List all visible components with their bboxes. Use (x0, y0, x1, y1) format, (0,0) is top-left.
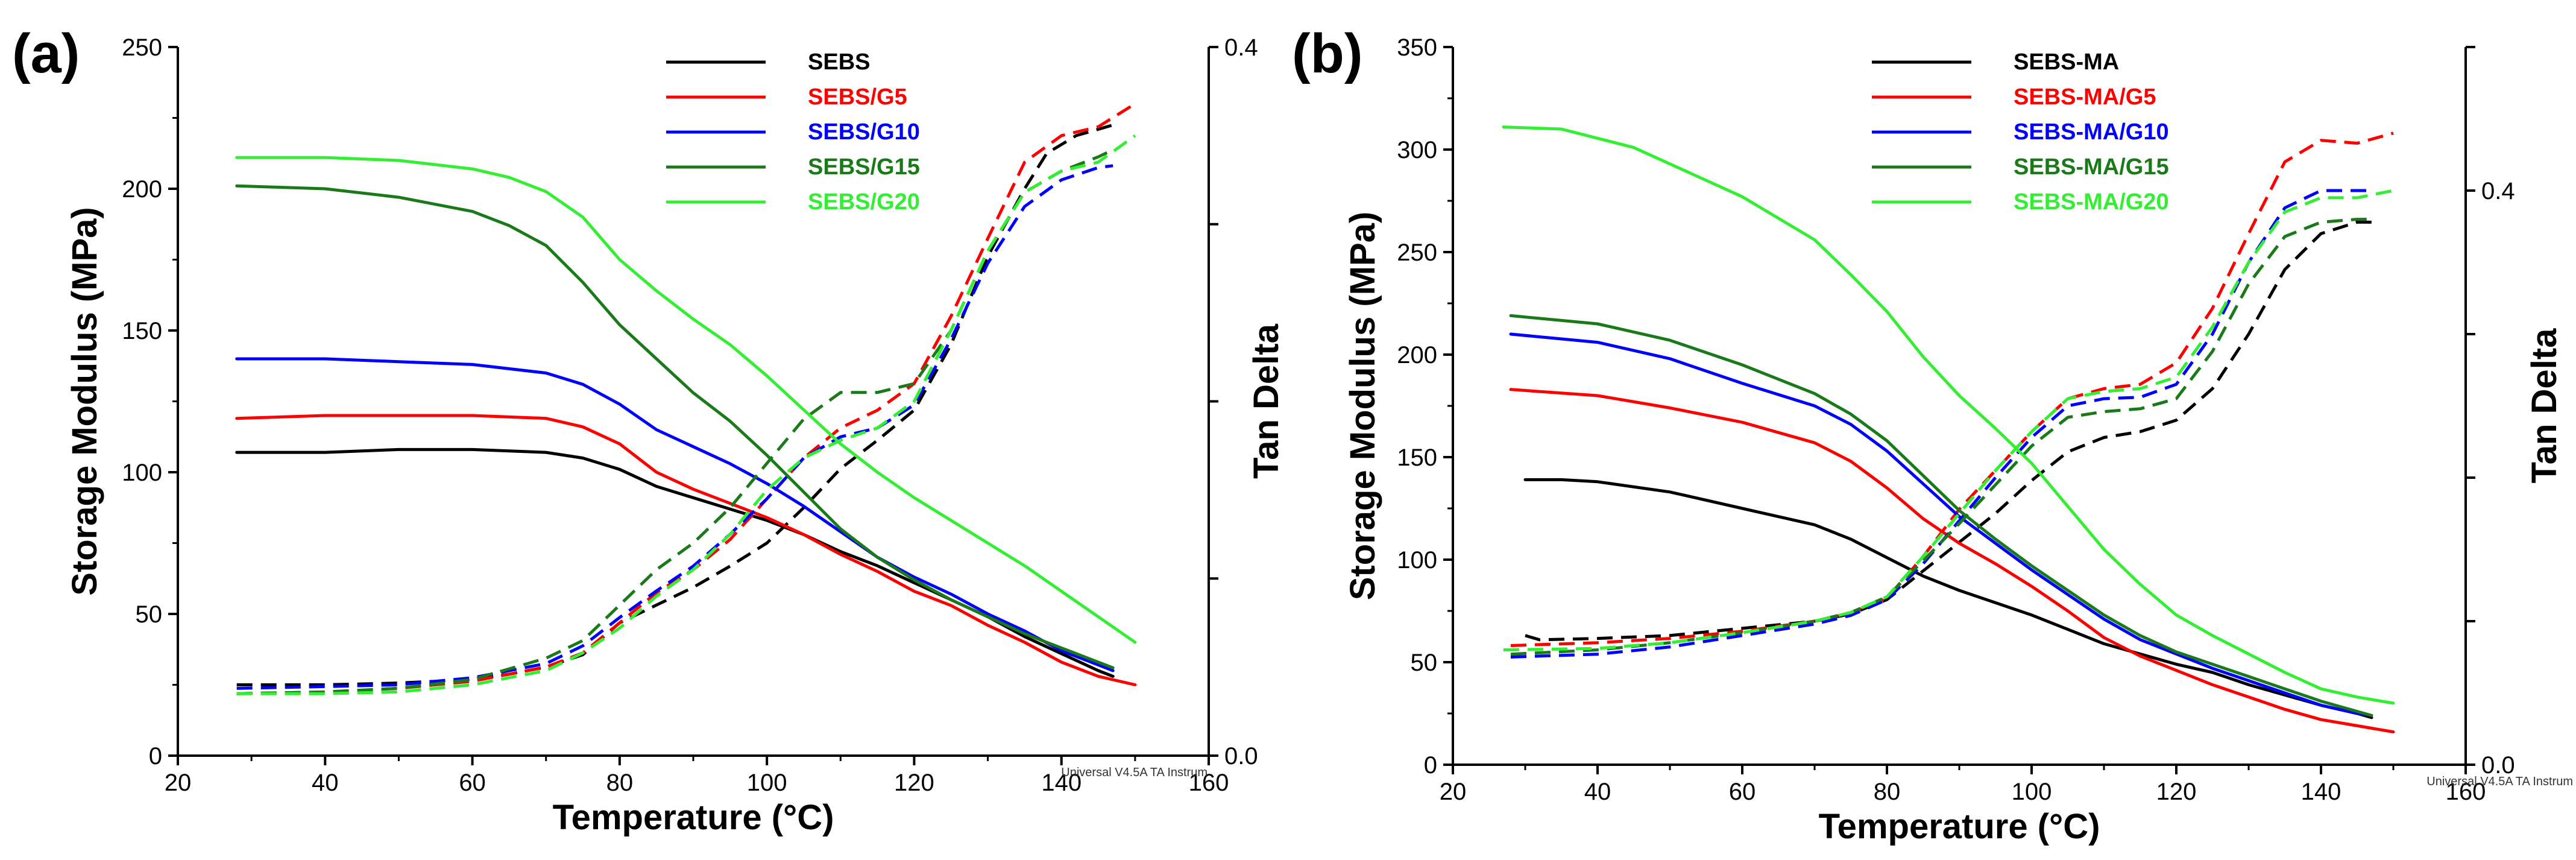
series-line-storage-modulus[interactable] (235, 184, 1115, 669)
series-line-storage-modulus[interactable] (1509, 314, 2373, 717)
y2-tick-label: 0.0 (2481, 752, 2515, 779)
y2-tick-label: 0.4 (2481, 178, 2515, 204)
x-tick-label: 80 (606, 770, 634, 796)
y-tick-label: 0 (1424, 752, 1437, 779)
y-tick-label: 350 (1397, 34, 1437, 61)
series-line-tan-delta[interactable] (1525, 220, 2372, 642)
x-tick-label: 120 (2156, 779, 2197, 805)
legend-label: SEBS/G15 (808, 154, 920, 180)
y-tick-label: 100 (1397, 547, 1437, 574)
x-tick-label: 100 (747, 770, 787, 796)
panel-label: (a) (12, 23, 80, 84)
legend-label: SEBS-MA/G20 (2014, 189, 2169, 215)
legend-label: SEBS-MA/G5 (2014, 84, 2156, 110)
series-line-storage-modulus[interactable] (235, 357, 1115, 672)
instrument-footnote: Universal V4.5A TA Instrum (1061, 766, 1208, 779)
series-line-storage-modulus[interactable] (235, 156, 1137, 644)
y-tick-label: 150 (1397, 444, 1437, 471)
y-tick-label: 200 (1397, 342, 1437, 368)
y2-axis-title: Tan Delta (1247, 323, 1286, 478)
y2-axis-title: Tan Delta (2525, 328, 2564, 483)
panel-label: (b) (1292, 23, 1362, 84)
y-tick-label: 200 (122, 176, 162, 203)
y-tick-label: 50 (136, 601, 163, 628)
y-tick-label: 300 (1397, 137, 1437, 163)
x-axis-title: Temperature (°C) (1819, 807, 2100, 846)
y-tick-label: 100 (122, 460, 162, 486)
chart-panel-1: (a) 20 40 60 80 100 120 140 160 0 50 100 150 200 250 0.… (12, 23, 1286, 837)
series-line-storage-modulus[interactable] (1523, 478, 2373, 719)
series-line-tan-delta[interactable] (1510, 131, 2394, 647)
x-tick-label: 80 (1874, 779, 1901, 805)
series-line-tan-delta[interactable] (1510, 218, 2372, 656)
x-tick-label: 40 (312, 770, 339, 796)
y-axis-title: Storage Modulus (MPa) (65, 207, 104, 595)
legend-label: SEBS-MA/G15 (2014, 154, 2169, 180)
series-line-tan-delta[interactable] (236, 102, 1136, 695)
series-line-storage-modulus[interactable] (1509, 388, 2395, 734)
x-tick-label: 20 (165, 770, 192, 796)
series-line-tan-delta[interactable] (1510, 189, 2372, 659)
legend-label: SEBS/G20 (808, 189, 920, 215)
legend-label: SEBS (808, 49, 870, 75)
x-tick-label: 60 (459, 770, 486, 796)
x-tick-label: 120 (894, 770, 934, 796)
x-tick-label: 20 (1440, 779, 1467, 805)
x-tick-label: 40 (1584, 779, 1611, 805)
y-axis-title: Storage Modulus (MPa) (1343, 212, 1382, 600)
legend-label: SEBS-MA/G10 (2014, 119, 2169, 145)
x-tick-label: 160 (1189, 770, 1229, 796)
x-axis-title: Temperature (°C) (553, 798, 834, 837)
x-tick-label: 140 (2301, 779, 2341, 805)
series-line-tan-delta[interactable] (236, 148, 1114, 695)
series-line-tan-delta[interactable] (236, 164, 1113, 690)
legend-label: SEBS-MA (2014, 49, 2119, 75)
y-tick-label: 250 (122, 34, 162, 61)
y2-tick-label: 0.4 (1224, 34, 1258, 61)
legend-label: SEBS/G5 (808, 84, 907, 110)
y-tick-label: 250 (1397, 239, 1437, 266)
series-line-storage-modulus[interactable] (1502, 125, 2395, 705)
y2-tick-label: 0.0 (1224, 743, 1258, 770)
y-tick-label: 50 (1411, 650, 1438, 676)
series-line-storage-modulus[interactable] (235, 447, 1115, 678)
x-tick-label: 60 (1729, 779, 1756, 805)
series-line-tan-delta[interactable] (1503, 189, 2394, 652)
chart-panel-2: (b) 20 40 60 80 100 120 140 160 0 50 100 150 200 250 30… (1292, 23, 2573, 846)
x-tick-label: 160 (2446, 779, 2486, 805)
x-tick-label: 100 (2012, 779, 2052, 805)
series-line-storage-modulus[interactable] (235, 414, 1137, 686)
series-line-tan-delta[interactable] (236, 123, 1113, 686)
x-tick-label: 140 (1041, 770, 1082, 796)
instrument-footnote: Universal V4.5A TA Instrum (2426, 775, 2573, 788)
y-tick-label: 150 (122, 318, 162, 344)
y-tick-label: 0 (149, 743, 162, 770)
series-line-storage-modulus[interactable] (1509, 332, 2373, 717)
legend-label: SEBS/G10 (808, 119, 920, 145)
